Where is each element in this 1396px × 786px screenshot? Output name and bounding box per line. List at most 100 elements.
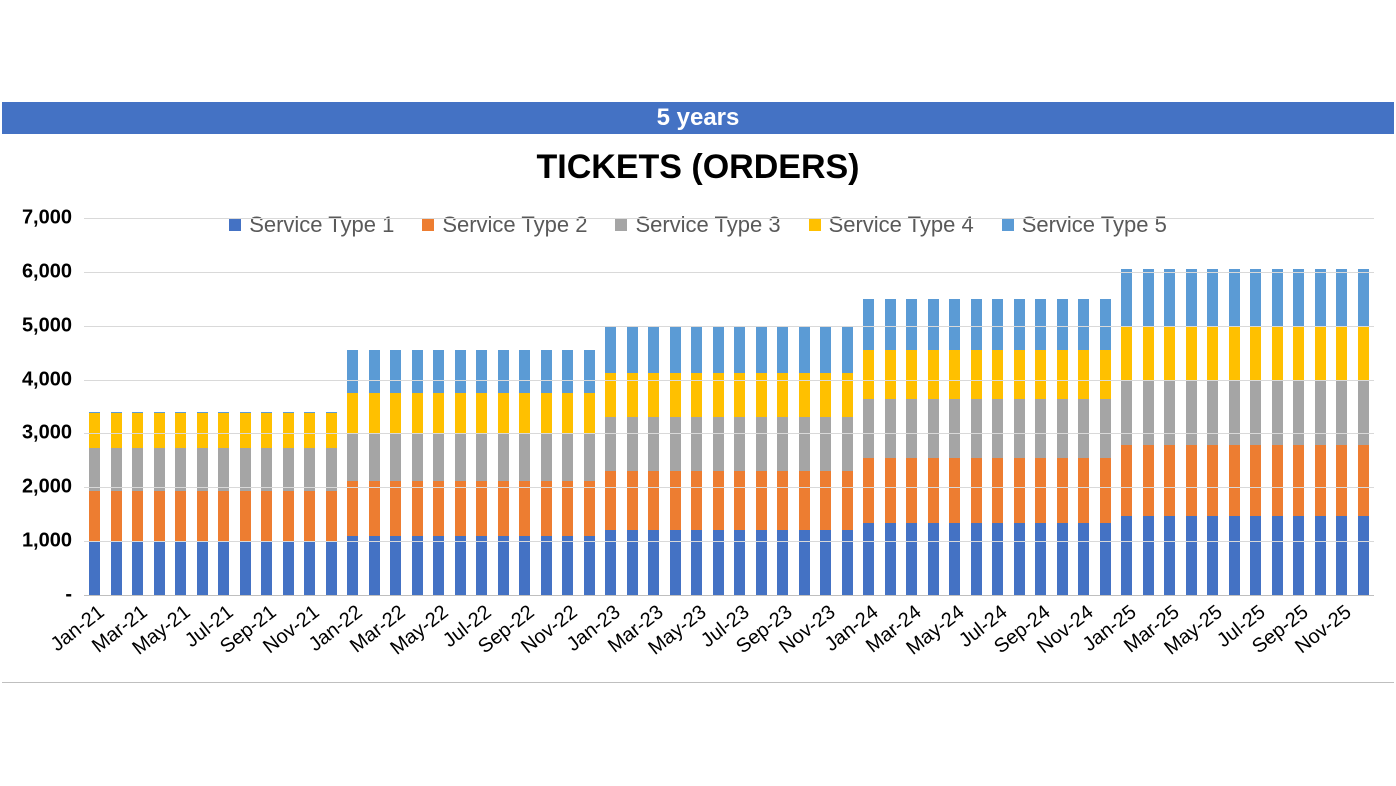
bar-segment [412,536,423,595]
bar-segment [713,326,724,373]
bar-segment [369,393,380,433]
bar-segment [584,481,595,535]
bar-group [519,350,530,595]
bar-segment [111,491,122,541]
bar-group [1315,269,1326,595]
bar-segment [283,491,294,541]
bar-group [261,412,272,595]
bar-segment [605,326,616,373]
bar-group [648,326,659,595]
bar-segment [89,413,100,448]
bar-segment [412,433,423,481]
bar-segment [390,433,401,481]
bar-segment [1186,380,1197,445]
bar-segment [605,530,616,595]
gridline [84,218,1374,219]
bar-segment [476,350,487,393]
y-tick-label: 4,000 [0,368,72,391]
bar-segment [433,536,444,595]
bar-segment [928,523,939,595]
bar-segment [670,471,681,530]
bar-segment [863,458,874,523]
bar-segment [627,471,638,530]
bar-segment [498,393,509,433]
bar-group [1186,269,1197,595]
bar-segment [1035,350,1046,399]
bar-segment [713,417,724,471]
bar-group [1229,269,1240,595]
bar-segment [1272,445,1283,517]
bar-segment [562,350,573,393]
bar-segment [240,491,251,541]
bar-segment [885,458,896,523]
bar-group [1121,269,1132,595]
bar-segment [1250,380,1261,445]
bar-segment [1207,269,1218,326]
bar-group [691,326,702,595]
bar-segment [240,448,251,491]
bar-group [304,412,315,595]
bar-segment [799,326,810,373]
bar-group [1078,299,1089,595]
bar-segment [1057,299,1068,350]
bar-segment [734,417,745,471]
chart-title-text: TICKETS (ORDERS) [537,148,860,186]
bar-segment [1272,326,1283,380]
bar-segment [949,350,960,399]
bar-segment [433,350,444,393]
bar-segment [433,481,444,535]
bar-segment [756,471,767,530]
bar-group [197,412,208,595]
bar-segment [1014,523,1025,595]
y-tick-label: 6,000 [0,260,72,283]
bar-segment [648,530,659,595]
bar-group [1035,299,1046,595]
bar-segment [283,448,294,491]
bar-segment [1207,516,1218,595]
bar-segment [648,326,659,373]
bar-segment [1358,269,1369,326]
bar-segment [928,458,939,523]
bar-group [992,299,1003,595]
bar-segment [1164,269,1175,326]
bar-segment [777,471,788,530]
bar-segment [584,536,595,595]
bar-group [218,412,229,595]
bar-segment [777,417,788,471]
chart-bottom-border [2,682,1394,683]
bar-segment [519,433,530,481]
bar-group [390,350,401,595]
bar-segment [906,350,917,399]
bar-group [1164,269,1175,595]
bar-segment [756,417,767,471]
bar-group [885,299,896,595]
bar-group [283,412,294,595]
bar-segment [390,481,401,535]
bar-segment [175,413,186,448]
gridline [84,326,1374,327]
bar-segment [562,433,573,481]
bar-segment [369,481,380,535]
bar-segment [992,458,1003,523]
bar-segment [1035,458,1046,523]
bar-segment [1100,299,1111,350]
bar-segment [1014,458,1025,523]
bar-segment [304,541,315,595]
bar-segment [1143,326,1154,380]
bar-segment [863,399,874,458]
bar-group [949,299,960,595]
bar-segment [734,471,745,530]
bar-segment [1358,380,1369,445]
bar-segment [218,413,229,448]
bar-segment [390,393,401,433]
chart-title: TICKETS (ORDERS) [0,148,1396,187]
bar-segment [175,491,186,541]
bar-segment [175,541,186,595]
bar-segment [541,481,552,535]
bar-segment [1315,445,1326,517]
bar-segment [906,299,917,350]
bar-segment [1057,523,1068,595]
bar-segment [1121,269,1132,326]
bar-segment [1336,516,1347,595]
y-tick-label: - [0,584,72,607]
